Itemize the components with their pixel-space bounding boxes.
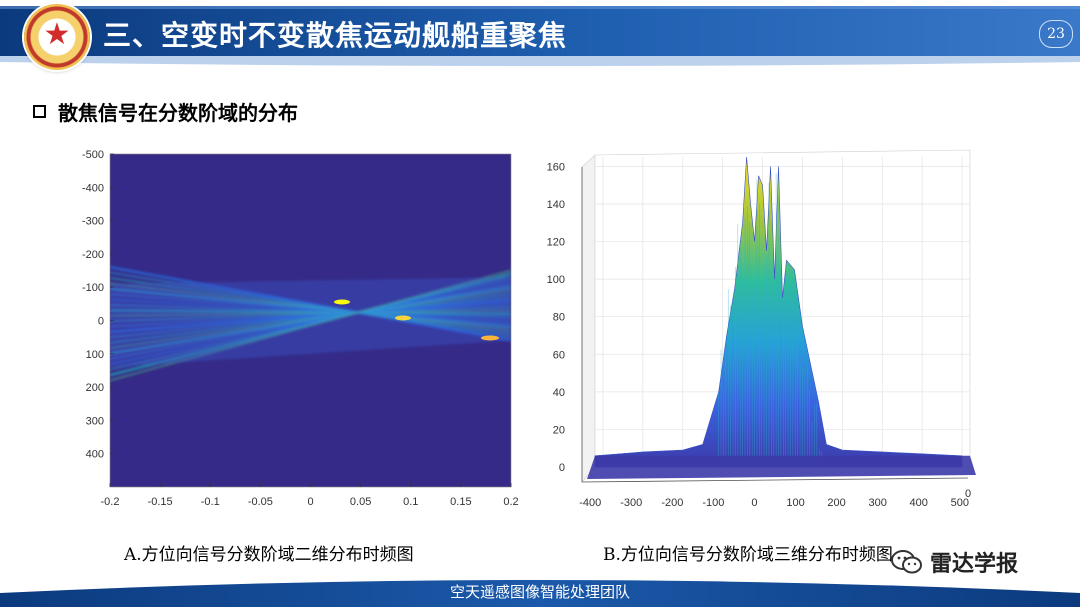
x-tick-label: -200 (661, 497, 683, 509)
y-tick-label: 200 (86, 382, 104, 394)
x-tick-label: -400 (579, 497, 601, 509)
x-tick-label: 400 (910, 497, 928, 509)
corner-tick-label: 0 (965, 488, 971, 500)
y-tick-label: -400 (82, 182, 104, 194)
x-axis-line (581, 477, 969, 483)
x-tick-label: 0 (307, 496, 313, 508)
heatmap-hotspot (395, 315, 411, 321)
y-tick-label: 400 (86, 449, 104, 461)
x-tick-label: 100 (786, 497, 804, 509)
y-tick-label: 120 (547, 237, 565, 249)
y-tick-label: -300 (82, 216, 104, 228)
section-heading-text: 散焦信号在分数阶域的分布 (58, 101, 298, 125)
x-tick-label: -300 (620, 497, 642, 509)
y-tick-label: -200 (82, 249, 104, 261)
wechat-icon (891, 550, 922, 574)
y-tick-label: 0 (559, 462, 565, 474)
watermark: 雷达学报 (890, 546, 1018, 578)
y-tick-label: -100 (82, 282, 104, 294)
x-tick-label: 0.2 (503, 496, 518, 508)
x-tick-label: 200 (827, 497, 845, 509)
x-tick-label: 300 (868, 497, 886, 509)
square-bullet-icon (33, 105, 46, 118)
x-tick-label: 0 (751, 497, 757, 509)
x-tick-label: 0.1 (403, 496, 418, 508)
y-tick-label: -500 (82, 149, 104, 161)
x-tick-label: -0.05 (248, 496, 273, 508)
x-tick-label: 0.15 (450, 496, 471, 508)
heatmap-hotspot (334, 299, 350, 305)
y-tick-label: 60 (553, 349, 565, 361)
x-tick-label: -0.1 (201, 496, 220, 508)
figure-b-caption: B.方位向信号分数阶域三维分布时频图 (603, 545, 893, 565)
heatmap-hotspot (481, 335, 499, 341)
y-tick-label: 100 (86, 349, 104, 361)
x-tick-label: -0.15 (148, 496, 173, 508)
y-tick-label: 80 (553, 312, 565, 324)
header-banner (0, 6, 1080, 66)
y-tick-label: 140 (547, 199, 565, 211)
heatmap-band (110, 277, 511, 368)
figure-a-caption: A.方位向信号分数阶域二维分布时频图 (124, 545, 414, 565)
y-tick-label: 100 (547, 274, 565, 286)
page-number: 23 (1039, 20, 1073, 48)
surface-floor (587, 455, 976, 479)
university-logo: ★ (24, 4, 90, 70)
section-heading: 散焦信号在分数阶域的分布 (33, 97, 298, 126)
page-title: 三、空变时不变散焦运动舰船重聚焦 (103, 19, 568, 52)
y-tick-label: 40 (553, 387, 565, 399)
x-tick-label: -100 (702, 497, 724, 509)
y-tick-label: 20 (553, 424, 565, 436)
y-tick-label: 160 (547, 161, 565, 173)
watermark-text: 雷达学报 (930, 552, 1019, 577)
footer-text: 空天遥感图像智能处理团队 (449, 583, 630, 601)
y-tick-label: 300 (86, 415, 104, 427)
star-icon: ★ (43, 17, 71, 52)
y-tick-label: 0 (98, 316, 104, 328)
x-tick-label: -0.2 (101, 496, 120, 508)
figure-a-heatmap: -0.2 -0.15 -0.1 -0.05 0 0.05 0.1 0.15 0.2 -500 -40… (82, 149, 519, 508)
x-tick-label: 0.05 (350, 496, 371, 508)
footer-band (0, 580, 1080, 607)
figure-b-3d-plot: 0 20 40 60 80 100 120 140 160 -400 -300 -200 -100 0 10… (547, 149, 976, 509)
x-tick-label: 500 (951, 497, 969, 509)
